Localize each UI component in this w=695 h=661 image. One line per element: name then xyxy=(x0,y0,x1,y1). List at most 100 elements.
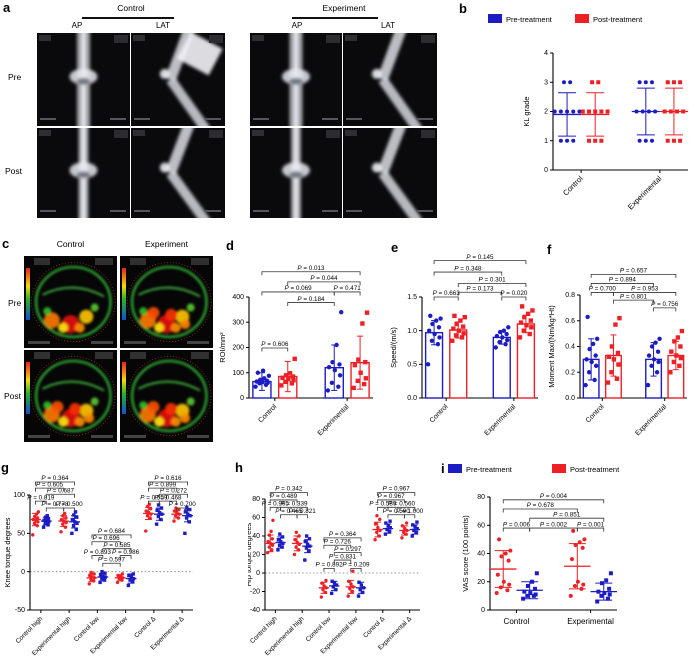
category-label: Control Δ xyxy=(133,615,158,640)
legend-post-treatment-swatch xyxy=(552,464,566,473)
control-underline xyxy=(82,17,174,19)
color-scale-bar xyxy=(26,268,30,320)
color-scale-bar xyxy=(122,268,126,320)
svg-text:100: 100 xyxy=(13,492,25,499)
svg-text:20: 20 xyxy=(252,552,260,559)
chart-i-svg: Pre-treatment Post-treatment 0 20 40 60 80 VAS … xyxy=(448,464,620,626)
y-axis-label: VAS score (100 points) xyxy=(461,515,470,592)
svg-text:4: 4 xyxy=(544,50,548,57)
pvalue-bracket-0.831: P = 0.831 xyxy=(329,553,357,564)
chart-e-svg: 0.0 0.5 1.0 1.5 Speed/(m/s) P = 0.663 P = 0.17… xyxy=(389,254,538,437)
pvalue-label: P = 0.272 xyxy=(160,487,188,494)
panel-e-letter: e xyxy=(391,240,399,255)
pvalue-label: P = 0.590 xyxy=(383,508,411,515)
pvalue-bracket-0.678: P = 0.678 xyxy=(502,502,578,513)
mri-experiment-post xyxy=(120,350,213,442)
panel-h-letter: h xyxy=(235,460,243,475)
group-e-experimental-pre xyxy=(492,325,511,399)
pvalue-bracket-0.894: P = 0.894 xyxy=(590,277,654,287)
xray-control-post-ap xyxy=(37,128,130,218)
experiment-underline xyxy=(292,17,378,19)
category-label: Control xyxy=(429,403,450,424)
pvalue-label: P = 0.044 xyxy=(310,275,338,282)
xray-experiment-pre-lat xyxy=(343,33,437,126)
svg-text:20: 20 xyxy=(477,579,485,586)
category-label: Experimental xyxy=(626,174,664,212)
pvalue-bracket-0.684: P = 0.684 xyxy=(91,528,132,539)
xray-control-post-lat xyxy=(131,128,225,218)
pvalue-label: P = 0.700 xyxy=(589,286,617,293)
pvalue-bracket-0.184: P = 0.184 xyxy=(287,296,335,307)
mri-experiment-pre xyxy=(120,256,213,348)
svg-text:-40: -40 xyxy=(250,607,260,614)
pvalue-bracket-0.986: P = 0.986 xyxy=(112,549,140,560)
panel-i-vas-chart: Pre-treatment Post-treatment 0 20 40 60 80 VAS … xyxy=(440,444,695,661)
pvalue-label: P = 0.001 xyxy=(577,521,605,528)
svg-text:0.0: 0.0 xyxy=(565,395,575,402)
pvalue-label: P = 0.663 xyxy=(433,290,461,297)
xray-lateral-image xyxy=(131,128,225,218)
pvalue-label: P = 0.342 xyxy=(275,486,303,493)
pvalue-bracket-0.851: P = 0.851 xyxy=(529,511,605,522)
pvalue-label: P = 0.006 xyxy=(503,521,531,528)
svg-text:0.4: 0.4 xyxy=(565,344,575,351)
pvalue-label: P = 0.899 xyxy=(149,481,177,488)
pvalue-bracket-0.606: P = 0.606 xyxy=(261,341,289,352)
pvalue-label: P = 0.013 xyxy=(297,265,325,272)
group-e-experimental-post xyxy=(516,304,536,399)
category-label: Control xyxy=(504,617,530,626)
pvalue-bracket-0.893: P = 0.893 xyxy=(84,549,111,560)
panel-f-moment-chart: 0.0 0.2 0.4 0.6 0.8 Moment Max/(Nm/kg*Ht) P = … xyxy=(540,232,695,444)
svg-text:40: 40 xyxy=(477,551,485,558)
svg-text:2: 2 xyxy=(544,109,548,116)
pvalue-label: P = 1.000 xyxy=(396,508,424,515)
svg-text:3: 3 xyxy=(544,79,548,86)
pvalue-bracket-0.560: P = 0.560 xyxy=(387,501,415,511)
pvalue-label: P = 0.778 xyxy=(41,501,69,508)
pvalue-bracket-0.657: P = 0.657 xyxy=(590,268,677,278)
pvalue-bracket-0.145: P = 0.145 xyxy=(433,254,527,265)
pvalue-bracket-0.173: P = 0.173 xyxy=(457,285,503,296)
pvalue-bracket-0.967: P = 0.967 xyxy=(377,493,405,504)
pvalue-bracket-0.899: P = 0.899 xyxy=(148,481,178,492)
legend-pre-treatment-swatch xyxy=(488,14,502,23)
xray-experiment-post-lat xyxy=(343,128,437,218)
pvalue-label: P = 0.726 xyxy=(324,538,352,545)
category-label: Experimental xyxy=(483,403,517,437)
pvalue-label: P = 0.700 xyxy=(169,501,197,508)
pvalue-label: P = 0.657 xyxy=(620,268,648,275)
xray-control-pre-lat xyxy=(131,33,225,126)
svg-text:0.6: 0.6 xyxy=(565,318,575,325)
pvalue-label: P = 0.585 xyxy=(103,542,131,549)
svg-text:Pre-treatment: Pre-treatment xyxy=(466,465,513,474)
svg-text:50: 50 xyxy=(17,531,25,538)
group-i-control-red xyxy=(494,537,513,596)
group-d-control-pre xyxy=(252,368,272,399)
pvalue-bracket-0.471: P = 0.471 xyxy=(334,285,362,296)
panel-h-hip-torque-chart: -40 -20 0 20 40 60 80 Hip torque degrees P = 0.4… xyxy=(248,444,460,661)
pvalue-bracket-0.339: P = 0.339 xyxy=(280,501,308,511)
xray-experiment-pre-ap xyxy=(250,33,342,126)
pvalue-label: P = 0.145 xyxy=(466,254,494,261)
pvalue-bracket-0.605: P = 0.605 xyxy=(35,481,65,492)
pvalue-bracket-0.819: P = 0.819 xyxy=(27,494,55,505)
pvalue-bracket-0.020: P = 0.020 xyxy=(500,290,528,301)
svg-text:0: 0 xyxy=(544,167,548,174)
view-label-lat: LAT xyxy=(380,21,396,30)
mri-control-pre xyxy=(24,256,117,348)
panel-i-letter: i xyxy=(441,461,445,476)
pvalue-bracket-0.489: P = 0.489 xyxy=(269,493,298,504)
pvalue-label: P = 0.471 xyxy=(334,285,362,292)
column-header-control: Control xyxy=(56,239,85,249)
svg-text:80: 80 xyxy=(252,496,260,503)
pvalue-bracket-0.585: P = 0.585 xyxy=(102,542,132,553)
svg-text:40: 40 xyxy=(252,533,260,540)
pvalue-label: P = 0.301 xyxy=(479,277,507,284)
legend-pre-treatment: Pre-treatment xyxy=(488,14,553,24)
svg-text:Post-treatment: Post-treatment xyxy=(570,465,620,474)
chart-d-svg: 0 100 200 300 400 ROI/mm² P = 0.606 P = 0.184 P … xyxy=(218,265,373,437)
pvalue-bracket-0.272: P = 0.272 xyxy=(158,487,188,498)
pvalue-bracket-0.700: P = 0.700 xyxy=(589,286,617,296)
svg-text:0.5: 0.5 xyxy=(407,362,417,369)
